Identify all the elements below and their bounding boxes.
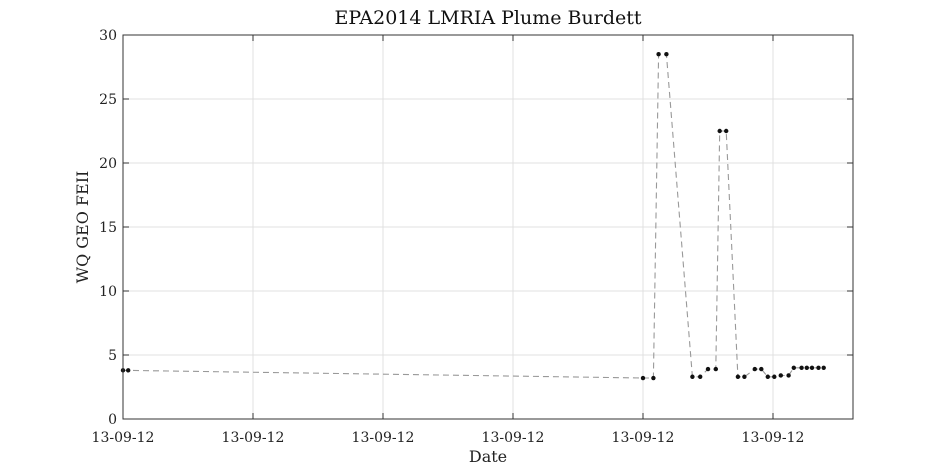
grid [123, 35, 853, 419]
data-point [786, 373, 791, 378]
x-tick-label: 13-09-12 [222, 430, 285, 446]
data-point [640, 375, 646, 381]
y-tick-label: 5 [108, 348, 117, 364]
x-tick-label: 13-09-12 [92, 430, 155, 446]
data-point [809, 365, 815, 370]
x-axis-label: Date [469, 447, 507, 466]
x-tick-label: 13-09-12 [482, 430, 545, 446]
data-point [705, 366, 711, 372]
data-point [816, 365, 821, 370]
data-point [735, 374, 741, 379]
data-point [804, 365, 809, 370]
data-point [821, 365, 826, 370]
data-point [717, 128, 722, 134]
ticks: 0 5 10 15 20 25 30 13-09-12 13-09-12 13-09-12 13-0… [92, 28, 853, 446]
x-tick-label: 13-09-12 [742, 430, 805, 446]
x-tick-label: 13-09-12 [612, 430, 675, 446]
y-tick-label: 10 [99, 284, 117, 300]
data-point [724, 128, 729, 134]
data-point [713, 366, 718, 372]
data-point [698, 374, 703, 379]
chart-title: EPA2014 LMRIA Plume Burdett [334, 7, 641, 29]
y-tick-label: 25 [99, 92, 117, 108]
data-point [772, 374, 777, 379]
data-point [778, 373, 783, 378]
y-axis-label: WQ GEO FEII [73, 171, 92, 284]
data-point [791, 365, 796, 370]
data-point [765, 374, 770, 379]
y-tick-label: 15 [99, 220, 117, 236]
data-point [126, 368, 131, 373]
data-point [690, 374, 695, 379]
y-tick-label: 0 [108, 412, 117, 428]
data-point [752, 366, 757, 372]
y-tick-label: 30 [99, 28, 117, 44]
data-point [799, 365, 804, 370]
x-tick-label: 13-09-12 [352, 430, 415, 446]
data-point [664, 52, 669, 57]
y-tick-label: 20 [99, 156, 117, 172]
data-point [759, 366, 764, 372]
data-point [656, 52, 661, 57]
data-point [742, 374, 747, 379]
data-point [651, 375, 656, 381]
